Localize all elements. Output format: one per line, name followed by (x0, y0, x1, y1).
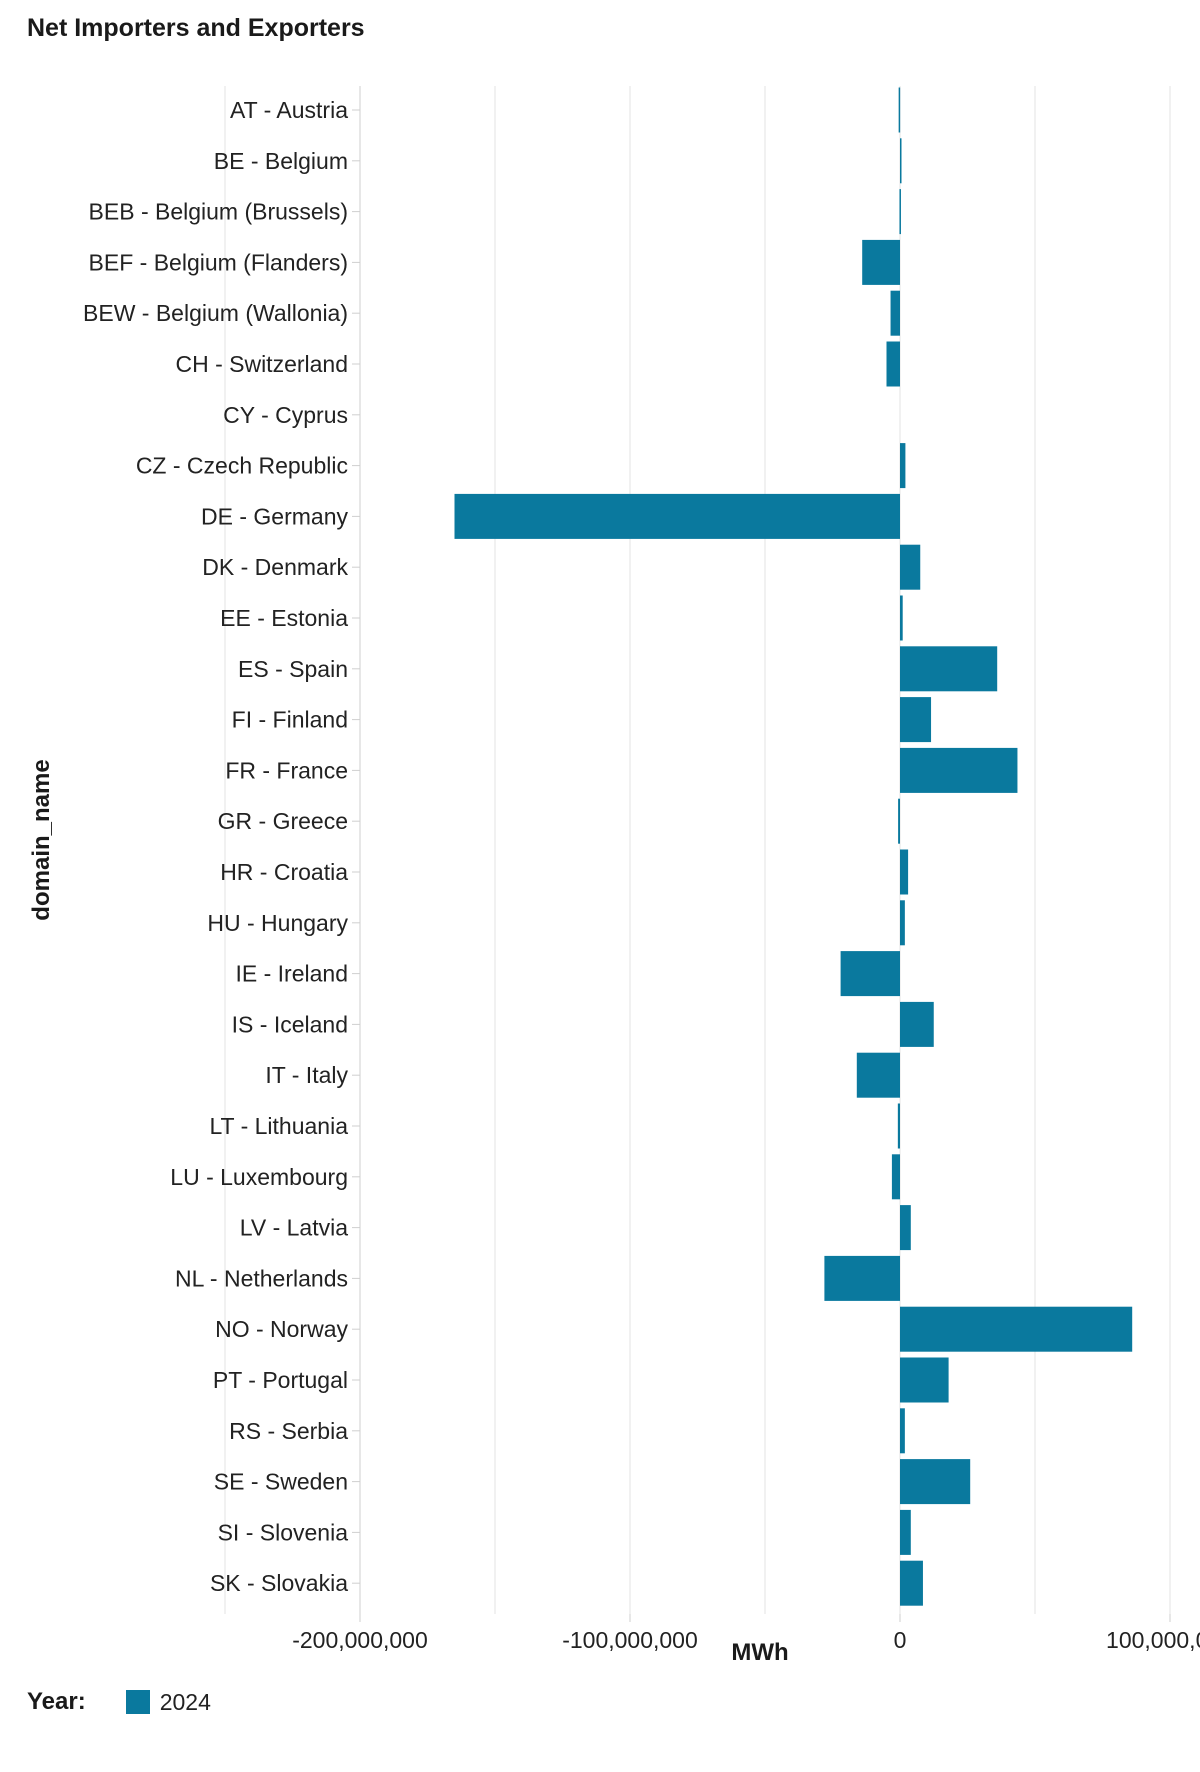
bar-lt (897, 1103, 900, 1149)
x-tick-label: -200,000,000 (292, 1627, 428, 1653)
y-tick-label: LU - Luxembourg (170, 1164, 348, 1190)
bar-rs (900, 1408, 905, 1454)
y-tick-label: CY - Cyprus (223, 402, 348, 428)
bar-no (900, 1306, 1133, 1352)
bar-hr (900, 849, 909, 895)
y-tick-label: SI - Slovenia (218, 1519, 349, 1545)
bar-cz (900, 443, 906, 489)
axes (352, 86, 1171, 1622)
y-tick-label: NO - Norway (215, 1316, 348, 1342)
bar-at (898, 87, 901, 133)
x-tick-labels: -200,000,000 -100,000,000 0 100,000,000 (292, 1627, 1200, 1653)
y-tick-label: GR - Greece (218, 808, 348, 834)
y-tick-label: ES - Spain (238, 656, 348, 682)
y-tick-label: DK - Denmark (202, 554, 348, 580)
bar-chart: AT - Austria BE - Belgium BEB - Belgium (B… (28, 86, 1200, 1666)
y-tick-label: IT - Italy (265, 1062, 348, 1088)
y-tick-label: LV - Latvia (240, 1215, 348, 1241)
bar-bew (890, 290, 900, 336)
y-tick-label: IS - Iceland (232, 1011, 348, 1037)
y-tick-label: CZ - Czech Republic (136, 453, 348, 479)
bar-pt (900, 1357, 949, 1403)
y-tick-label: BEB - Belgium (Brussels) (89, 199, 348, 225)
bar-nl (824, 1255, 900, 1301)
y-tick-label: SE - Sweden (214, 1469, 348, 1495)
y-axis-title: domain_name (28, 759, 55, 920)
bar-dk (900, 544, 921, 590)
y-tick-label: LT - Lithuania (209, 1113, 348, 1139)
y-tick-label: PT - Portugal (213, 1367, 348, 1393)
bar-bef (862, 239, 900, 285)
y-tick-label: FI - Finland (232, 707, 348, 733)
legend-title: Year: (27, 1688, 86, 1715)
bar-fi (900, 697, 932, 743)
bars (454, 87, 1133, 1606)
bar-si (900, 1509, 911, 1555)
legend-label-2024: 2024 (159, 1688, 211, 1715)
x-tick-label: -100,000,000 (562, 1627, 698, 1653)
legend: Year: 2024 (27, 1686, 211, 1718)
bar-lu (891, 1154, 900, 1200)
y-tick-label: DE - Germany (201, 503, 348, 529)
y-tick-label: SK - Slovakia (210, 1570, 348, 1596)
bar-be (900, 138, 902, 184)
y-tick-label: AT - Austria (230, 97, 348, 123)
y-tick-label: RS - Serbia (229, 1418, 348, 1444)
bar-is (900, 1001, 934, 1047)
bar-beb (899, 189, 901, 235)
x-tick-label: 0 (894, 1627, 907, 1653)
bar-gr (898, 798, 900, 844)
bar-it (856, 1052, 900, 1098)
y-tick-label: HU - Hungary (207, 910, 348, 936)
grid-lines (224, 86, 1171, 1614)
bar-sk (900, 1560, 923, 1606)
chart-title: Net Importers and Exporters (27, 14, 365, 42)
bar-hu (900, 900, 905, 946)
y-tick-label: BE - Belgium (214, 148, 348, 174)
y-tick-label: IE - Ireland (236, 961, 349, 987)
legend-swatch (125, 1690, 150, 1714)
bar-es (900, 646, 998, 692)
y-tick-label: HR - Croatia (220, 859, 348, 885)
bar-se (900, 1459, 971, 1505)
y-tick-label: CH - Switzerland (175, 351, 348, 377)
y-tick-label: BEF - Belgium (Flanders) (89, 249, 348, 275)
y-tick-labels: AT - Austria BE - Belgium BEB - Belgium (B… (83, 97, 348, 1596)
x-axis-title: MWh (731, 1639, 788, 1666)
bar-fr (900, 747, 1018, 793)
y-tick-label: NL - Netherlands (175, 1265, 348, 1291)
x-tick-label: 100,000,000 (1106, 1627, 1200, 1653)
bar-ee (900, 595, 903, 641)
bar-ie (840, 951, 900, 997)
bar-lv (900, 1205, 911, 1251)
y-tick-label: FR - France (225, 757, 348, 783)
y-tick-label: EE - Estonia (220, 605, 348, 631)
bar-de (454, 493, 900, 539)
y-tick-label: BEW - Belgium (Wallonia) (83, 300, 348, 326)
bar-ch (886, 341, 900, 387)
